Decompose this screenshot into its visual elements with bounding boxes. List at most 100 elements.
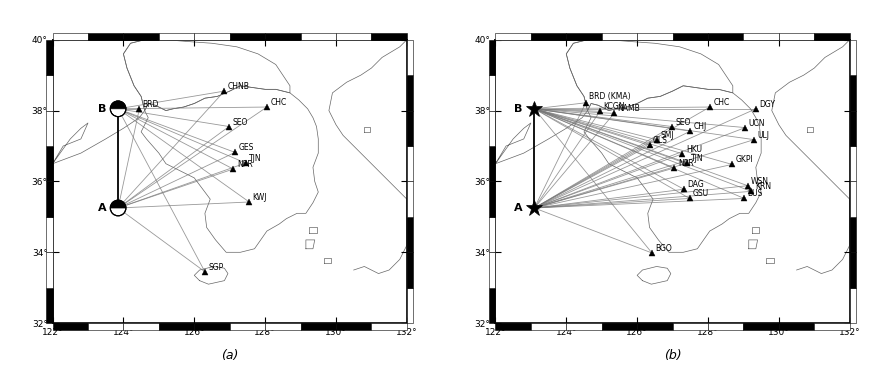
- Wedge shape: [110, 101, 126, 109]
- Bar: [194, 323, 230, 330]
- Bar: [124, 33, 159, 40]
- Bar: [406, 288, 413, 323]
- Bar: [489, 217, 496, 252]
- Bar: [602, 323, 637, 330]
- Bar: [46, 217, 53, 252]
- Bar: [230, 323, 265, 330]
- Bar: [489, 288, 496, 323]
- Circle shape: [110, 200, 126, 216]
- Text: HKU: HKU: [686, 145, 702, 154]
- Bar: [46, 252, 53, 288]
- Bar: [406, 217, 413, 252]
- Bar: [566, 323, 602, 330]
- Bar: [489, 111, 496, 146]
- Text: CHNB: CHNB: [228, 82, 250, 91]
- Text: BGO: BGO: [655, 244, 672, 253]
- Text: A: A: [98, 203, 107, 213]
- Bar: [124, 323, 159, 330]
- Bar: [708, 33, 744, 40]
- Text: B: B: [98, 104, 106, 114]
- Bar: [850, 111, 856, 146]
- Bar: [406, 181, 413, 217]
- Bar: [159, 33, 194, 40]
- Bar: [406, 75, 413, 111]
- Bar: [46, 181, 53, 217]
- Text: UCN: UCN: [749, 119, 766, 128]
- Bar: [265, 33, 300, 40]
- Text: SEO: SEO: [232, 118, 248, 127]
- Bar: [46, 75, 53, 111]
- Bar: [371, 33, 406, 40]
- Text: SGP: SGP: [208, 263, 223, 272]
- Bar: [850, 146, 856, 181]
- Bar: [88, 323, 124, 330]
- Bar: [602, 33, 637, 40]
- Bar: [489, 75, 496, 111]
- Bar: [850, 288, 856, 323]
- Wedge shape: [110, 200, 126, 208]
- Bar: [744, 323, 779, 330]
- Bar: [406, 111, 413, 146]
- Bar: [406, 146, 413, 181]
- Circle shape: [110, 101, 126, 116]
- Text: BUS: BUS: [748, 189, 763, 198]
- Bar: [489, 146, 496, 181]
- Text: CHC: CHC: [271, 98, 286, 107]
- Bar: [406, 252, 413, 288]
- Bar: [637, 323, 673, 330]
- Text: NPR: NPR: [237, 160, 252, 169]
- Bar: [815, 33, 850, 40]
- Bar: [406, 40, 413, 75]
- Text: GES: GES: [238, 143, 254, 152]
- Bar: [336, 323, 371, 330]
- Bar: [779, 33, 815, 40]
- Bar: [850, 181, 856, 217]
- Bar: [53, 323, 88, 330]
- Text: CHJ: CHJ: [694, 122, 707, 131]
- Text: B: B: [514, 104, 523, 114]
- Bar: [336, 33, 371, 40]
- Bar: [850, 252, 856, 288]
- Bar: [531, 33, 566, 40]
- Text: (a): (a): [221, 349, 238, 362]
- Text: GSU: GSU: [693, 189, 710, 198]
- Bar: [850, 217, 856, 252]
- Bar: [300, 323, 336, 330]
- Bar: [496, 33, 531, 40]
- Bar: [159, 323, 194, 330]
- Bar: [744, 33, 779, 40]
- Text: SEO: SEO: [675, 118, 691, 127]
- Bar: [637, 33, 673, 40]
- Text: BRD: BRD: [142, 100, 159, 109]
- Bar: [850, 75, 856, 111]
- Text: GKPI: GKPI: [736, 155, 753, 164]
- Bar: [46, 111, 53, 146]
- Bar: [850, 40, 856, 75]
- Bar: [815, 323, 850, 330]
- Bar: [566, 33, 602, 40]
- Bar: [489, 40, 496, 75]
- Bar: [46, 288, 53, 323]
- Text: SMJ: SMJ: [661, 131, 674, 139]
- Bar: [265, 323, 300, 330]
- Bar: [53, 33, 88, 40]
- Text: TJN: TJN: [249, 154, 262, 163]
- Bar: [531, 323, 566, 330]
- Bar: [779, 323, 815, 330]
- Text: A: A: [514, 203, 523, 213]
- Text: TJN: TJN: [691, 154, 703, 163]
- Text: NPR: NPR: [678, 159, 694, 168]
- Text: CHC: CHC: [713, 98, 730, 107]
- Text: KWJ: KWJ: [253, 193, 267, 202]
- Bar: [46, 146, 53, 181]
- Text: (b): (b): [664, 349, 682, 362]
- Bar: [46, 40, 53, 75]
- Bar: [496, 323, 531, 330]
- Text: NAMB: NAMB: [617, 104, 639, 113]
- Text: DGY: DGY: [759, 100, 775, 109]
- Text: GLS: GLS: [653, 136, 668, 145]
- Bar: [673, 33, 708, 40]
- Text: DAG: DAG: [688, 180, 704, 189]
- Bar: [194, 33, 230, 40]
- Bar: [300, 33, 336, 40]
